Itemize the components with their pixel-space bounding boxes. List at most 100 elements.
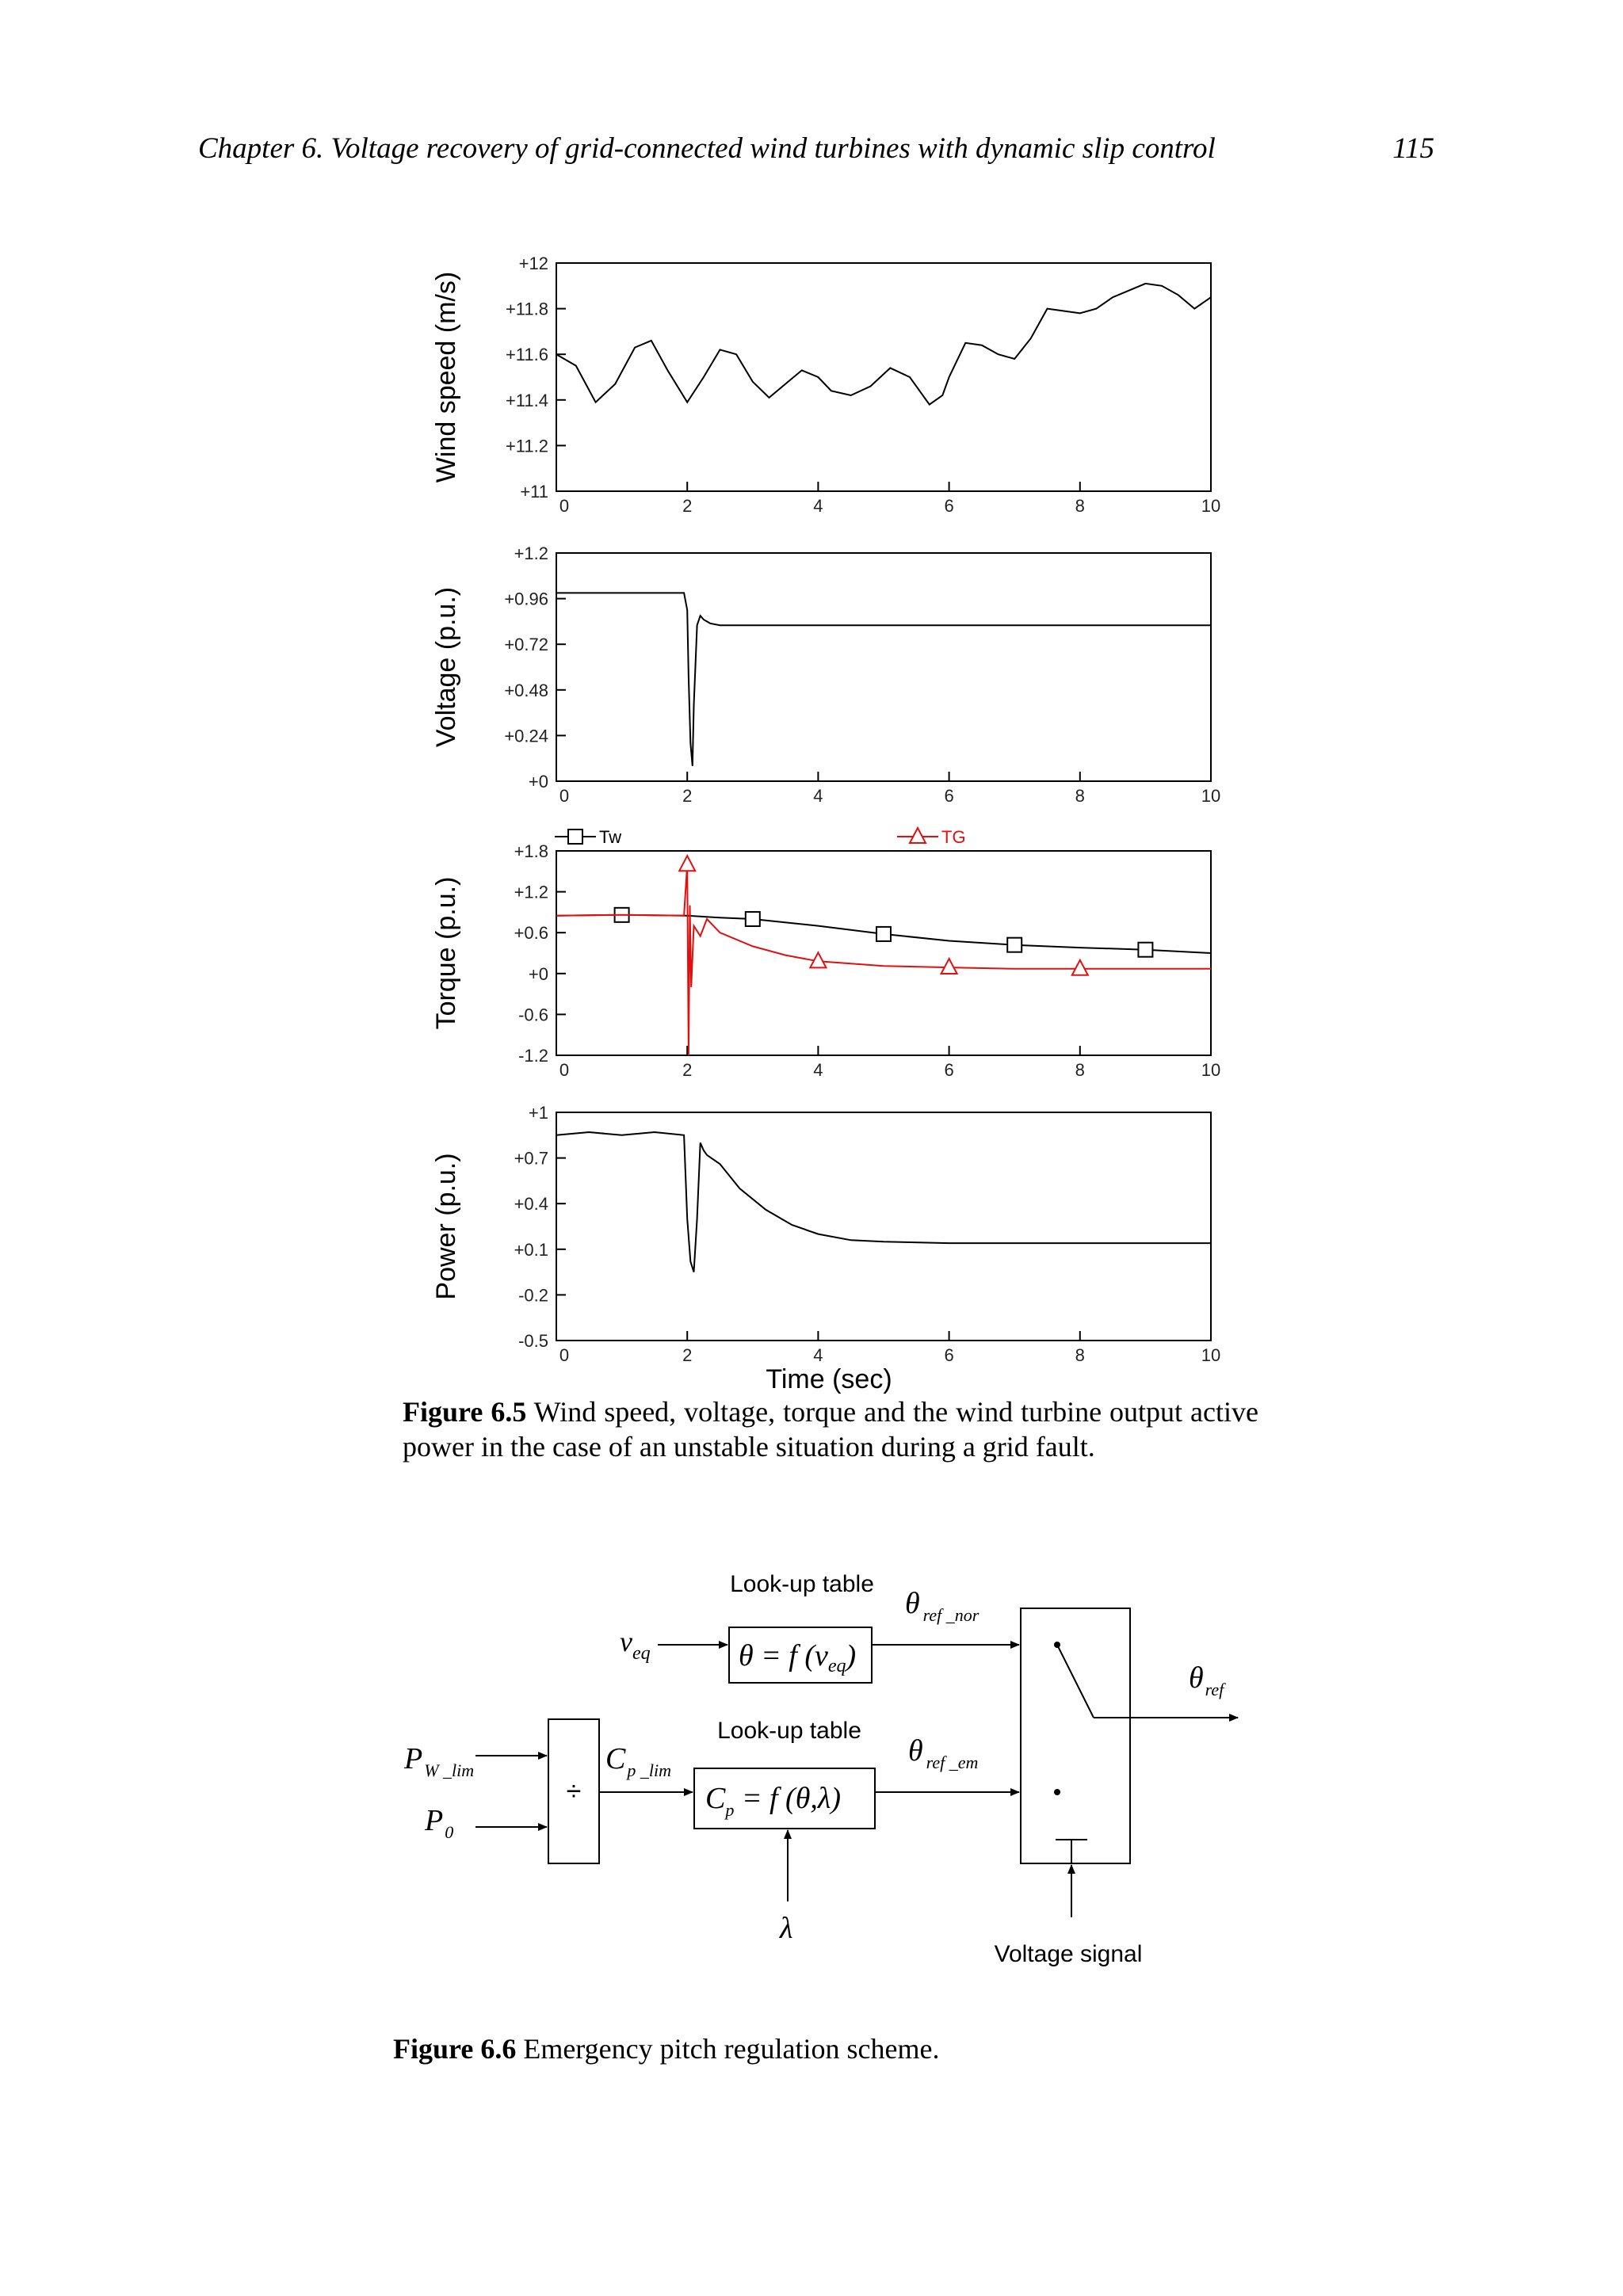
p0-label: P0 (424, 1804, 453, 1842)
lookup-table-2-box (693, 1768, 876, 1829)
lookup-table-1-function: θ = f (veq) (739, 1639, 856, 1676)
y-tick-label: -0.5 (518, 1331, 548, 1351)
x-tick-label: 2 (682, 1060, 692, 1080)
figure-6-6-caption: Figure 6.6 Emergency pitch regulation sc… (393, 2031, 1344, 2066)
y-tick-label: +0.72 (504, 635, 548, 654)
x-tick-label: 8 (1075, 786, 1085, 806)
y-tick-label: +0.6 (514, 923, 548, 943)
y-tick-label: -0.6 (518, 1005, 548, 1024)
y-tick-label: +0 (529, 964, 548, 984)
y-axis-label: Wind speed (m/s) (431, 272, 461, 482)
x-tick-label: 10 (1201, 786, 1220, 806)
y-tick-label: +0 (529, 772, 548, 791)
theta-ref-label: θref (1189, 1661, 1226, 1699)
legend-entry: TG (941, 827, 966, 847)
running-title: Chapter 6. Voltage recovery of grid-conn… (198, 132, 1216, 165)
x-tick-label: 10 (1201, 1060, 1220, 1080)
legend-marker (567, 829, 583, 845)
x-tick-label: 2 (682, 1345, 692, 1365)
theta-em-label: θ ref _em (908, 1734, 978, 1772)
series-marker-square (1006, 936, 1023, 953)
lambda-label: λ (779, 1912, 792, 1945)
x-tick-label: 8 (1075, 1345, 1085, 1365)
x-tick-label: 4 (813, 786, 823, 806)
x-tick-label: 0 (559, 1345, 569, 1365)
legend-marker (908, 826, 927, 844)
plot-frame (556, 1112, 1212, 1341)
y-tick-label: +1.2 (514, 883, 548, 902)
x-tick-label: 10 (1201, 1345, 1220, 1365)
y-tick-label: +11 (520, 482, 548, 502)
x-tick-label: 2 (682, 786, 692, 806)
x-tick-label: 0 (559, 1060, 569, 1080)
series-line-1 (556, 592, 1211, 766)
series-line-1 (556, 282, 1212, 406)
pw-lim-label: PW _lim (403, 1742, 474, 1780)
chart-panel-3: 0 2 4 6 8 10 -1.2 -0.6 +0 +0.6 +1.2 +1.8 Torque (p.u… (431, 826, 1220, 1080)
x-tick-label: 6 (944, 1345, 953, 1365)
pitch-regulation-diagram: Look-up table θ = f (veq) veq θ ref _nor … (403, 1571, 1239, 1967)
figure-6-5-caption: Figure 6.5 Wind speed, voltage, torque a… (403, 1394, 1258, 1464)
series-marker-square (876, 925, 892, 942)
y-tick-label: +1 (529, 1103, 548, 1123)
chart-panel-2: 0 2 4 6 8 10 +0 +0.24 +0.48 +0.72 +0.96 +1.2 Voltage… (431, 543, 1220, 806)
plot-frame (556, 262, 1212, 492)
y-tick-label: -0.2 (518, 1285, 548, 1305)
lookup-table-1-box (728, 1627, 873, 1684)
chart-panel-1: 0 2 4 6 8 10 +11 +11.2 +11.4 +11.6 +11.8 +12 Wind sp… (431, 254, 1220, 516)
page-header: Chapter 6. Voltage recovery of grid-conn… (198, 132, 1434, 171)
series-marker-triangle (939, 956, 959, 975)
caption-label: Figure 6.5 (403, 1396, 527, 1428)
y-tick-label: +0.48 (504, 681, 548, 700)
caption-label: Figure 6.6 (393, 2033, 517, 2065)
y-tick-label: +11.2 (506, 436, 548, 456)
y-tick-label: +12 (519, 254, 548, 273)
voltage-signal-label: Voltage signal (995, 1941, 1143, 1967)
x-tick-label: 4 (813, 1345, 823, 1365)
switch-box (1020, 1608, 1131, 1864)
x-tick-label: 0 (559, 786, 569, 806)
x-tick-label: 10 (1201, 496, 1220, 516)
divide-symbol: ÷ (567, 1776, 582, 1806)
series-marker-triangle (808, 951, 828, 969)
y-tick-label: +0.4 (514, 1194, 548, 1214)
series-marker-triangle (1071, 958, 1090, 976)
page-number: 115 (1392, 132, 1434, 165)
y-tick-label: +0.24 (504, 726, 548, 746)
x-tick-label: 6 (944, 496, 953, 516)
lookup-table-2-title: Look-up table (717, 1718, 861, 1744)
y-tick-label: +11.6 (506, 345, 548, 364)
plot-frame (556, 552, 1212, 782)
cp-lim-label: Cp _lim (605, 1742, 671, 1780)
x-tick-label: 8 (1075, 496, 1085, 516)
theta-nor-label: θ ref _nor (905, 1587, 980, 1625)
series-marker-triangle (678, 854, 697, 872)
plot-frame (556, 850, 1212, 1056)
x-tick-label: 2 (682, 496, 692, 516)
series-marker-square (744, 911, 761, 927)
x-tick-label: 6 (944, 786, 953, 806)
legend-entry: Tw (599, 827, 621, 847)
y-tick-label: +0.7 (514, 1149, 548, 1169)
chart-panel-4: 0 2 4 6 8 10 -0.5 -0.2 +0.1 +0.4 +0.7 +1 Power (p.u.… (431, 1103, 1220, 1365)
y-axis-label: Power (p.u.) (431, 1153, 461, 1299)
lookup-table-1-title: Look-up table (730, 1571, 874, 1597)
veq-label: veq (620, 1626, 651, 1664)
x-tick-label: 6 (944, 1060, 953, 1080)
series-marker-square (1137, 941, 1154, 958)
y-axis-label: Voltage (p.u.) (431, 587, 461, 747)
caption-text: Wind speed, voltage, torque and the wind… (403, 1396, 1258, 1463)
y-tick-label: +1.8 (514, 841, 548, 861)
caption-text: Emergency pitch regulation scheme. (516, 2033, 940, 2065)
y-tick-label: +11.4 (506, 391, 548, 410)
series-line-1 (556, 1131, 1211, 1272)
y-tick-label: +0.96 (504, 589, 548, 609)
x-tick-label: 4 (813, 496, 823, 516)
x-axis-label: Time (sec) (766, 1364, 892, 1394)
x-tick-label: 0 (559, 496, 569, 516)
y-tick-label: +1.2 (514, 543, 548, 563)
switch-contact-em (1054, 1789, 1060, 1795)
y-axis-label: Torque (p.u.) (431, 877, 461, 1030)
x-tick-label: 4 (813, 1060, 823, 1080)
